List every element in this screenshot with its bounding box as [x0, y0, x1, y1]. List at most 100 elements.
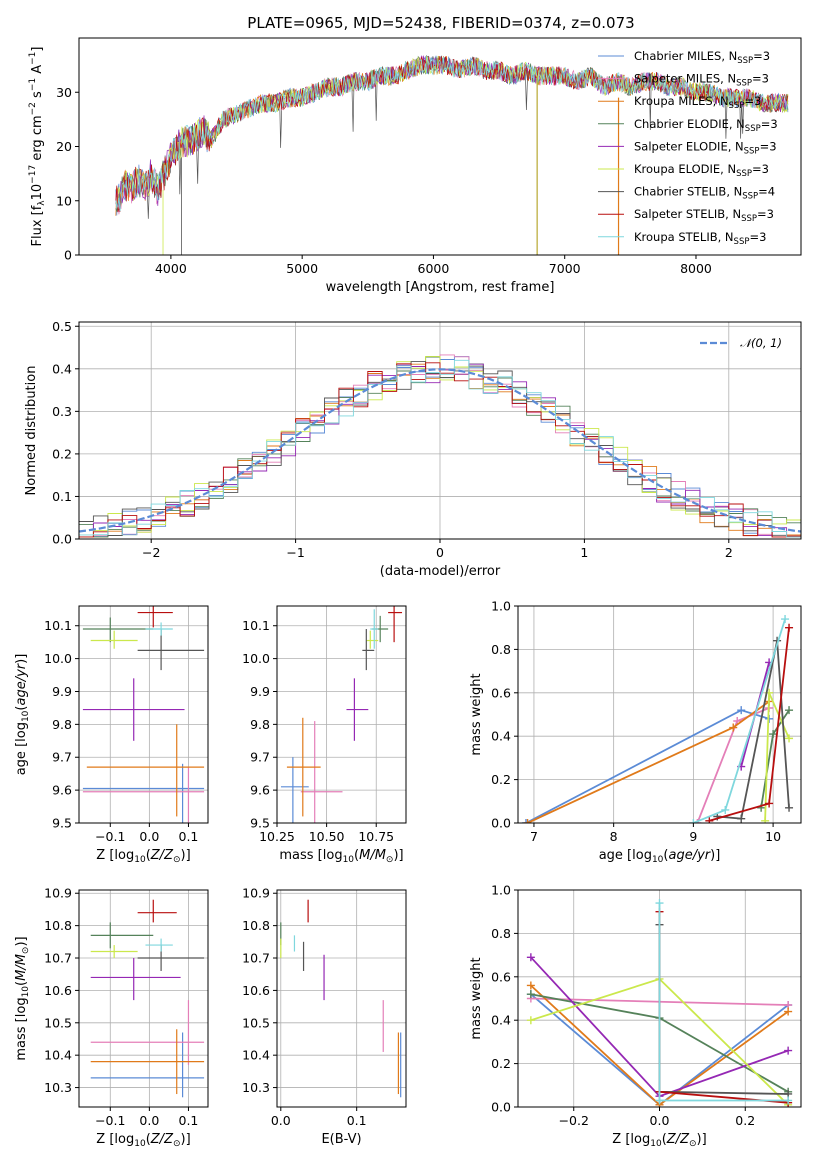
point-kroupa-elodie [366, 630, 379, 649]
y-tick-label: 10.0 [44, 651, 72, 666]
spectrum-salpeter-stelib [115, 55, 789, 213]
point-chabrier-miles [90, 1032, 205, 1098]
y-tick-label: 9.7 [52, 750, 72, 765]
series-marker [769, 730, 778, 739]
age_vs_mass-points [280, 606, 403, 823]
y-tick-label: 0.8 [491, 642, 511, 657]
series-chabrier-stelib [658, 924, 789, 1095]
series-marker [655, 899, 664, 908]
series-marker [655, 1096, 664, 1105]
mass_vs_Z-axes: −0.1 0.0 0.1 10.3 10.4 10.5 10.6 10.7 10.8 10.9 [44, 886, 208, 1128]
point-salpeter-stelib [137, 899, 177, 923]
point-salpeter-elodie [82, 678, 185, 741]
series-marker [784, 1096, 793, 1105]
y-axis-label: Normed distribution [24, 366, 39, 496]
y-tick-label: 10.9 [242, 886, 270, 901]
x-tick-label: 8000 [680, 261, 712, 276]
y-tick-label: 0.2 [491, 1056, 511, 1071]
point-kroupa-elodie [90, 945, 138, 959]
y-tick-label: 1.0 [491, 599, 511, 614]
legend-label: Salpeter MILES, NSSP=3 [634, 72, 769, 89]
y-tick-label: 1.0 [491, 883, 511, 898]
y-tick-label: 9.8 [250, 717, 270, 732]
y-tick-label: 10.7 [242, 951, 270, 966]
y-tick-label: 9.8 [52, 717, 72, 732]
y-tick-label: 0.0 [491, 816, 511, 831]
series-marker [521, 819, 530, 823]
point-salpeter-miles [300, 721, 343, 823]
point-kroupa-stelib [145, 938, 173, 952]
x-tick-label: −1 [286, 545, 304, 560]
legend-label: 𝒩(0, 1) [740, 336, 782, 350]
x-tick-label: 1 [580, 545, 588, 560]
y-tick-label: 10.6 [44, 983, 72, 998]
age_vs_Z-frame [78, 605, 209, 824]
series-salpeter-stelib [709, 627, 790, 822]
point-chabrier-stelib [137, 945, 205, 971]
age_vs_Z-axes: −0.1 0.0 0.1 9.5 9.6 9.7 9.8 9.9 10.0 10.1 [44, 606, 208, 844]
point-salpeter-stelib [388, 606, 403, 643]
x-axis-label: mass [log10(M/M⊙)] [279, 848, 403, 865]
residuals-axes: −2 −1 0 1 2 0.0 0.1 0.2 0.3 0.4 0.5 [52, 319, 801, 560]
x-axis-label: Z [log10(Z/Z⊙)] [612, 1132, 706, 1149]
y-tick-label: 10.0 [242, 651, 270, 666]
x-tick-label: −0.1 [95, 1113, 125, 1128]
point-kroupa-elodie [90, 630, 138, 649]
point-chabrier-stelib [137, 629, 205, 671]
point-chabrier-stelib [362, 629, 375, 671]
residual-histograms [79, 354, 801, 538]
y-tick-label: 0.6 [491, 969, 511, 984]
legend-label: Kroupa ELODIE, NSSP=3 [634, 162, 769, 179]
y-tick-label: 0 [64, 248, 72, 263]
x-tick-label: 0.1 [179, 1113, 199, 1128]
x-tick-label: 8 [610, 829, 618, 844]
x-tick-label: 0 [436, 545, 444, 560]
y-tick-label: 0.0 [52, 532, 72, 547]
series-marker [526, 981, 535, 990]
mass_weight_vs_age-lines [521, 615, 794, 823]
x-tick-label: 9 [689, 829, 697, 844]
legend-label: Kroupa MILES, NSSP=3 [634, 94, 761, 111]
y-tick-label: 10.4 [242, 1048, 270, 1063]
point-kroupa-stelib [370, 609, 379, 649]
x-axis-label: wavelength [Angstrom, rest frame] [326, 280, 555, 295]
y-tick-label: 0.4 [52, 361, 72, 376]
x-tick-label: −0.2 [559, 1113, 589, 1128]
x-axis-label: E(B-V) [321, 1132, 361, 1147]
series-marker [689, 819, 698, 823]
y-tick-label: 0.8 [491, 926, 511, 941]
y-tick-label: 0.5 [52, 319, 72, 334]
y-tick-label: 10.3 [44, 1080, 72, 1095]
x-tick-label: 6000 [418, 261, 450, 276]
spectrum-legend: Chabrier MILES, NSSP=3 Salpeter MILES, NS… [598, 49, 778, 247]
y-tick-label: 10.9 [44, 886, 72, 901]
series-marker [785, 734, 794, 743]
point-chabrier-elodie [90, 922, 154, 949]
point-kroupa-miles [286, 717, 321, 817]
x-tick-label: 0.0 [139, 829, 159, 844]
point-salpeter-miles [82, 767, 205, 823]
legend-label: Salpeter ELODIE, NSSP=3 [634, 139, 777, 156]
histogram-chabrier-stelib [79, 361, 801, 538]
x-axis-label: age [log10(age/yr)] [599, 848, 721, 865]
x-tick-label: 10.50 [309, 829, 345, 844]
x-tick-label: 0.0 [271, 1113, 291, 1128]
residuals-frame [78, 321, 802, 540]
mass_vs_ebv-points [280, 899, 402, 1098]
y-tick-label: 10.7 [44, 951, 72, 966]
series-marker [761, 816, 770, 823]
mass_weight_vs_age-frame [517, 605, 802, 824]
y-tick-label: 0.3 [52, 404, 72, 419]
x-tick-label: 0.1 [179, 829, 199, 844]
x-tick-label: 7000 [549, 261, 581, 276]
series-marker [765, 799, 774, 808]
y-tick-label: 0.4 [491, 729, 511, 744]
age_vs_mass-frame [276, 605, 407, 824]
point-salpeter-elodie [90, 958, 181, 1001]
x-tick-label: 10 [765, 829, 781, 844]
series-marker [737, 706, 746, 715]
y-axis-label: mass weight [469, 957, 484, 1039]
figure-title: PLATE=0965, MJD=52438, FIBERID=0374, z=0… [247, 14, 634, 32]
point-salpeter-stelib [137, 606, 173, 628]
